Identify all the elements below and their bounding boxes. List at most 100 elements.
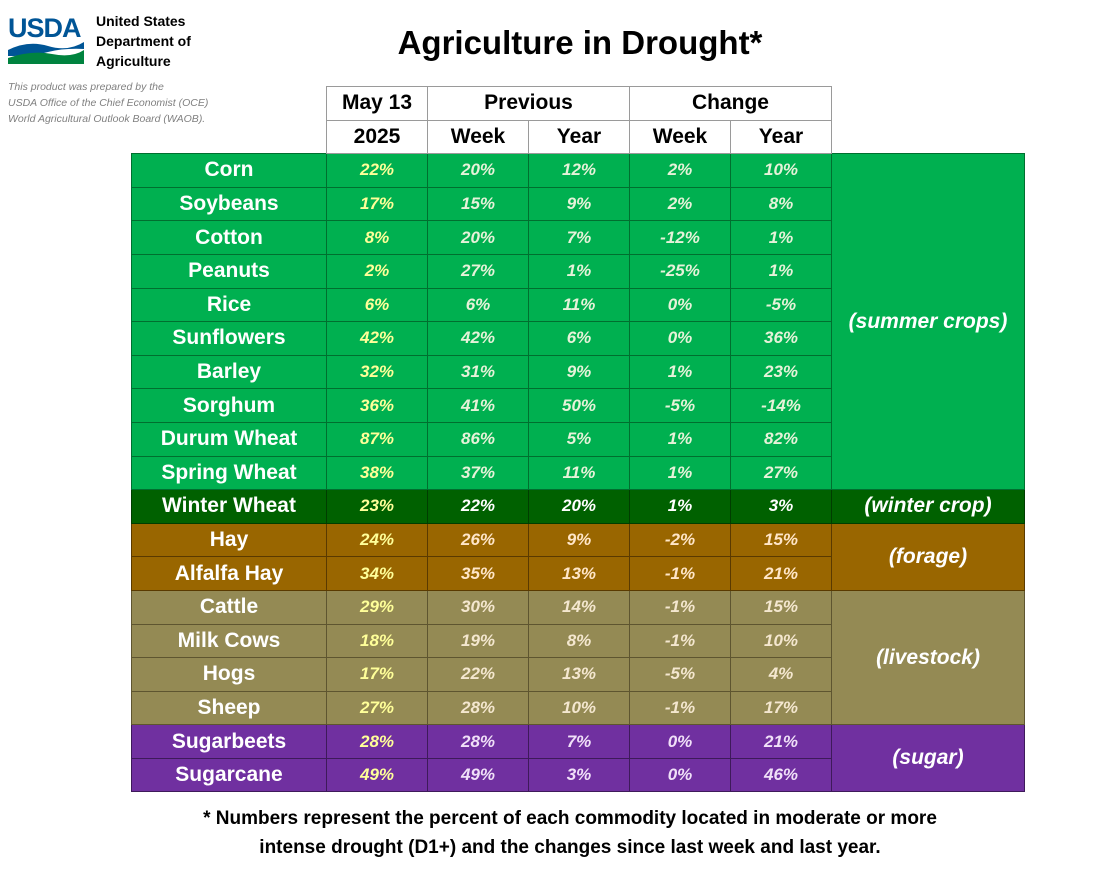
header-row-sub: 2025 Week Year Week Year [132,119,1025,155]
department-line: United States [96,13,186,29]
change-week-value: -1% [629,623,731,659]
prev-year-value: 3% [528,757,630,793]
page-title: Agriculture in Drought* [397,24,763,61]
header-blank [832,120,1025,154]
current-value: 34% [326,556,428,591]
table-row: Corn 22% 20% 12% 2% 10% (summer crops) [131,153,1025,491]
current-value: 28% [326,724,428,759]
change-year-value: 23% [730,354,832,390]
current-value: 36% [326,388,428,423]
change-week-value: 0% [629,287,731,323]
group-label-sugar: (sugar) [831,724,1025,793]
crop-name: Winter Wheat [131,489,327,524]
change-year-value: 21% [730,724,832,759]
current-value: 2% [326,253,428,289]
current-value: 18% [326,623,428,659]
change-week-value: 0% [629,724,731,759]
change-year-value: 82% [730,421,832,457]
change-week-value: 2% [629,153,731,188]
prev-week-value: 19% [427,623,529,659]
prev-year-value: 6% [528,321,630,356]
change-week-value: 0% [629,757,731,793]
crop-name: Sorghum [131,388,327,423]
prev-week-value: 28% [427,690,529,726]
prev-year-value: 13% [528,657,630,692]
crop-name: Milk Cows [131,623,327,659]
prev-week-value: 15% [427,186,529,222]
prev-year-value: 7% [528,220,630,255]
prev-week-value: 20% [427,153,529,188]
current-value: 24% [326,522,428,558]
change-year-value: 1% [730,220,832,255]
table-row: Alfalfa Hay 34% 35% 13% -1% 21% [131,556,1025,591]
header-previous: Previous [427,86,630,121]
prepared-by-line: World Agricultural Outlook Board (WAOB). [8,113,206,125]
table-row: Sheep 27% 28% 10% -1% 17% [131,690,1025,726]
prev-week-value: 30% [427,589,529,625]
current-value: 17% [326,657,428,692]
prev-year-value: 20% [528,489,630,524]
prev-week-value: 28% [427,724,529,759]
change-week-value: 1% [629,489,731,524]
table-row: Hay 24% 26% 9% -2% 15% (forage) [131,522,1025,591]
current-value: 27% [326,690,428,726]
table-row: Barley 32% 31% 9% 1% 23% [131,354,1025,390]
group-label-forage: (forage) [831,522,1025,591]
crop-name: Corn [131,153,327,188]
crop-name: Rice [131,287,327,323]
table-row: Sunflowers 42% 42% 6% 0% 36% [131,321,1025,356]
change-year-value: 21% [730,556,832,591]
change-week-value: 0% [629,321,731,356]
svg-text:USDA: USDA [8,13,81,43]
prev-week-value: 35% [427,556,529,591]
change-year-value: 15% [730,522,832,558]
table-row: Hogs 17% 22% 13% -5% 4% [131,657,1025,692]
crop-name: Durum Wheat [131,421,327,457]
change-year-value: -14% [730,388,832,423]
current-value: 29% [326,589,428,625]
prev-week-value: 49% [427,757,529,793]
change-week-value: -12% [629,220,731,255]
table-row: Cattle 29% 30% 14% -1% 15% (livestock) [131,589,1025,726]
change-week-value: -1% [629,556,731,591]
change-year-value: 15% [730,589,832,625]
prev-week-value: 42% [427,321,529,356]
table-row: Winter Wheat 23% 22% 20% 1% 3% (winter crop) [131,489,1025,524]
change-week-value: 1% [629,354,731,390]
table-row: Sugarbeets 28% 28% 7% 0% 21% (sugar) [131,724,1025,793]
department-line: Department of [96,33,191,49]
prev-year-value: 9% [528,186,630,222]
prev-week-value: 20% [427,220,529,255]
change-year-value: -5% [730,287,832,323]
header-chg-week: Week [629,119,731,155]
usda-logo-icon: USDA [8,13,84,64]
prev-week-value: 22% [427,489,529,524]
change-year-value: 4% [730,657,832,692]
current-value: 22% [326,153,428,188]
department-name: United States Department of Agriculture [96,11,191,71]
table-row: Sorghum 36% 41% 50% -5% -14% [131,388,1025,423]
change-year-value: 17% [730,690,832,726]
prev-week-value: 27% [427,253,529,289]
prev-week-value: 37% [427,455,529,491]
crop-name: Alfalfa Hay [131,556,327,591]
footnote-line: * Numbers represent the percent of each … [203,808,937,829]
prev-year-value: 8% [528,623,630,659]
crop-name: Barley [131,354,327,390]
change-week-value: 1% [629,421,731,457]
footnote-line: intense drought (D1+) and the changes si… [259,837,881,858]
change-year-value: 46% [730,757,832,793]
prepared-by-line: This product was prepared by the [8,81,164,93]
prev-year-value: 1% [528,253,630,289]
change-year-value: 3% [730,489,832,524]
change-year-value: 10% [730,623,832,659]
current-value: 38% [326,455,428,491]
crop-name: Sheep [131,690,327,726]
table-row: Sugarcane 49% 49% 3% 0% 46% [131,757,1025,793]
group-label-livestock: (livestock) [831,589,1025,726]
prepared-by-line: USDA Office of the Chief Economist (OCE) [8,97,209,109]
prev-week-value: 22% [427,657,529,692]
header-prev-year: Year [528,119,630,155]
change-year-value: 1% [730,253,832,289]
table-row: Milk Cows 18% 19% 8% -1% 10% [131,623,1025,659]
